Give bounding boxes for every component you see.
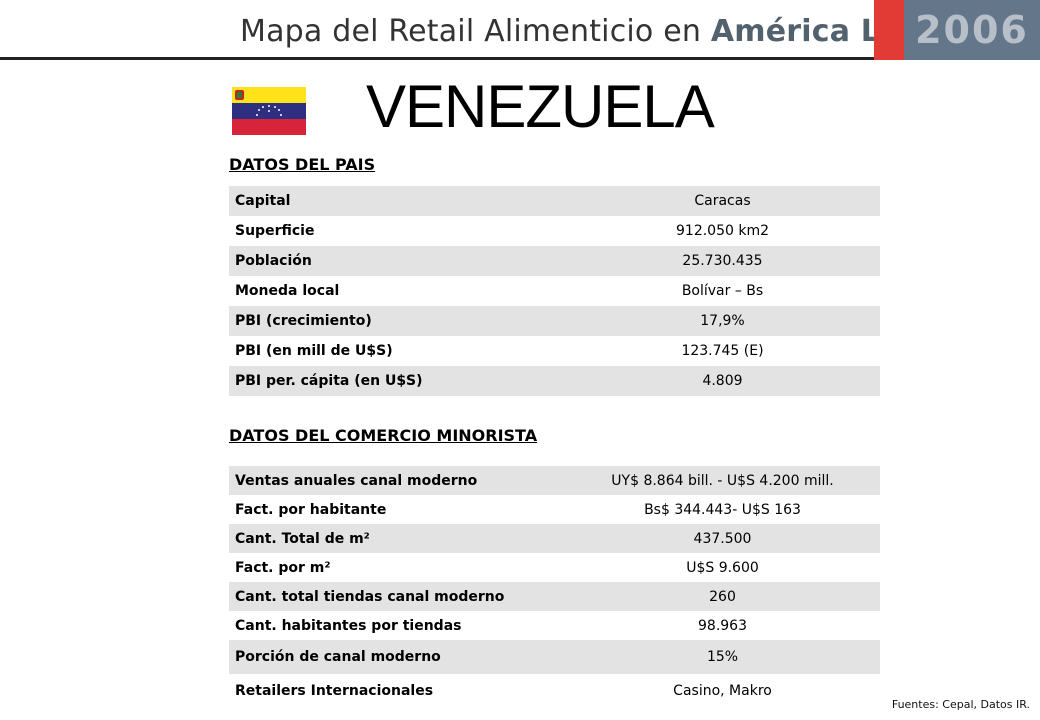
row-value: 17,9% bbox=[565, 306, 880, 336]
row-value: 98.963 bbox=[698, 617, 747, 634]
row-value: Caracas bbox=[565, 186, 880, 216]
row-label: Capital bbox=[229, 186, 565, 216]
row-label: Porción de canal moderno bbox=[229, 640, 565, 674]
table-row: Población 25.730.435 bbox=[229, 246, 880, 276]
row-value: 437.500 bbox=[565, 524, 880, 553]
table-row: Porción de canal moderno 15% bbox=[229, 640, 880, 674]
country-data-table: Capital Caracas Superficie 912.050 km2 P… bbox=[229, 186, 880, 396]
coat-of-arms-icon bbox=[235, 90, 244, 100]
table-row: Superficie 912.050 km2 bbox=[229, 216, 880, 246]
section-title-pais: DATOS DEL PAIS bbox=[229, 155, 376, 174]
row-label: Superficie bbox=[235, 223, 315, 239]
row-label: Moneda local bbox=[235, 283, 340, 299]
country-title: VENEZUELA bbox=[366, 73, 715, 140]
row-label: PBI (en mill de U$S) bbox=[235, 343, 393, 359]
source-note: Fuentes: Cepal, Datos IR. bbox=[891, 698, 1030, 711]
row-label: Fact. por habitante bbox=[235, 501, 387, 518]
header-title-main: Mapa del Retail Alimenticio en bbox=[240, 14, 711, 49]
year-accent-stripe bbox=[874, 0, 904, 60]
row-label: Fact. por m² bbox=[235, 559, 331, 576]
row-value: Bs$ 344.443- U$S 163 bbox=[644, 501, 801, 518]
year-badge: 2006 bbox=[904, 0, 1040, 60]
row-value: UY$ 8.864 bill. - U$S 4.200 mill. bbox=[565, 466, 880, 495]
row-value: 25.730.435 bbox=[565, 246, 880, 276]
row-value: 4.809 bbox=[565, 366, 880, 396]
table-row: PBI (crecimiento) 17,9% bbox=[229, 306, 880, 336]
header-divider bbox=[0, 57, 900, 60]
row-value: 912.050 km2 bbox=[676, 223, 769, 239]
table-row: Retailers Internacionales Casino, Makro bbox=[229, 674, 880, 708]
year-label: 2006 bbox=[915, 8, 1029, 52]
row-value: Bolívar – Bs bbox=[681, 283, 764, 299]
header-title: Mapa del Retail Alimenticio en América L… bbox=[240, 14, 968, 49]
venezuela-flag-icon bbox=[232, 87, 306, 135]
table-row: PBI per. cápita (en U$S) 4.809 bbox=[229, 366, 880, 396]
table-row: Moneda local Bolívar – Bs bbox=[229, 276, 880, 306]
row-value: U$S 9.600 bbox=[686, 559, 759, 576]
row-label: Ventas anuales canal moderno bbox=[229, 466, 565, 495]
row-value: 123.745 (E) bbox=[681, 343, 764, 359]
row-label: Población bbox=[229, 246, 565, 276]
table-row: Capital Caracas bbox=[229, 186, 880, 216]
section-title-comercio: DATOS DEL COMERCIO MINORISTA bbox=[229, 426, 538, 445]
table-row: Cant. habitantes por tiendas 98.963 bbox=[229, 611, 880, 640]
table-row: Ventas anuales canal moderno UY$ 8.864 b… bbox=[229, 466, 880, 495]
header-banner: Mapa del Retail Alimenticio en América L… bbox=[0, 0, 1040, 60]
row-label: Cant. habitantes por tiendas bbox=[235, 617, 462, 634]
row-value: 15% bbox=[565, 640, 880, 674]
table-row: PBI (en mill de U$S) 123.745 (E) bbox=[229, 336, 880, 366]
table-row: Cant. total tiendas canal moderno 260 bbox=[229, 582, 880, 611]
retail-data-table: Ventas anuales canal moderno UY$ 8.864 b… bbox=[229, 466, 880, 708]
row-value: 260 bbox=[565, 582, 880, 611]
row-value: Casino, Makro bbox=[673, 683, 772, 699]
table-row: Fact. por habitante Bs$ 344.443- U$S 163 bbox=[229, 495, 880, 524]
row-label: Cant. Total de m² bbox=[229, 524, 565, 553]
row-label: PBI per. cápita (en U$S) bbox=[229, 366, 565, 396]
table-row: Fact. por m² U$S 9.600 bbox=[229, 553, 880, 582]
table-row: Cant. Total de m² 437.500 bbox=[229, 524, 880, 553]
flag-stars bbox=[256, 105, 282, 116]
row-label: Cant. total tiendas canal moderno bbox=[229, 582, 565, 611]
row-label: PBI (crecimiento) bbox=[229, 306, 565, 336]
row-label: Retailers Internacionales bbox=[235, 683, 434, 699]
